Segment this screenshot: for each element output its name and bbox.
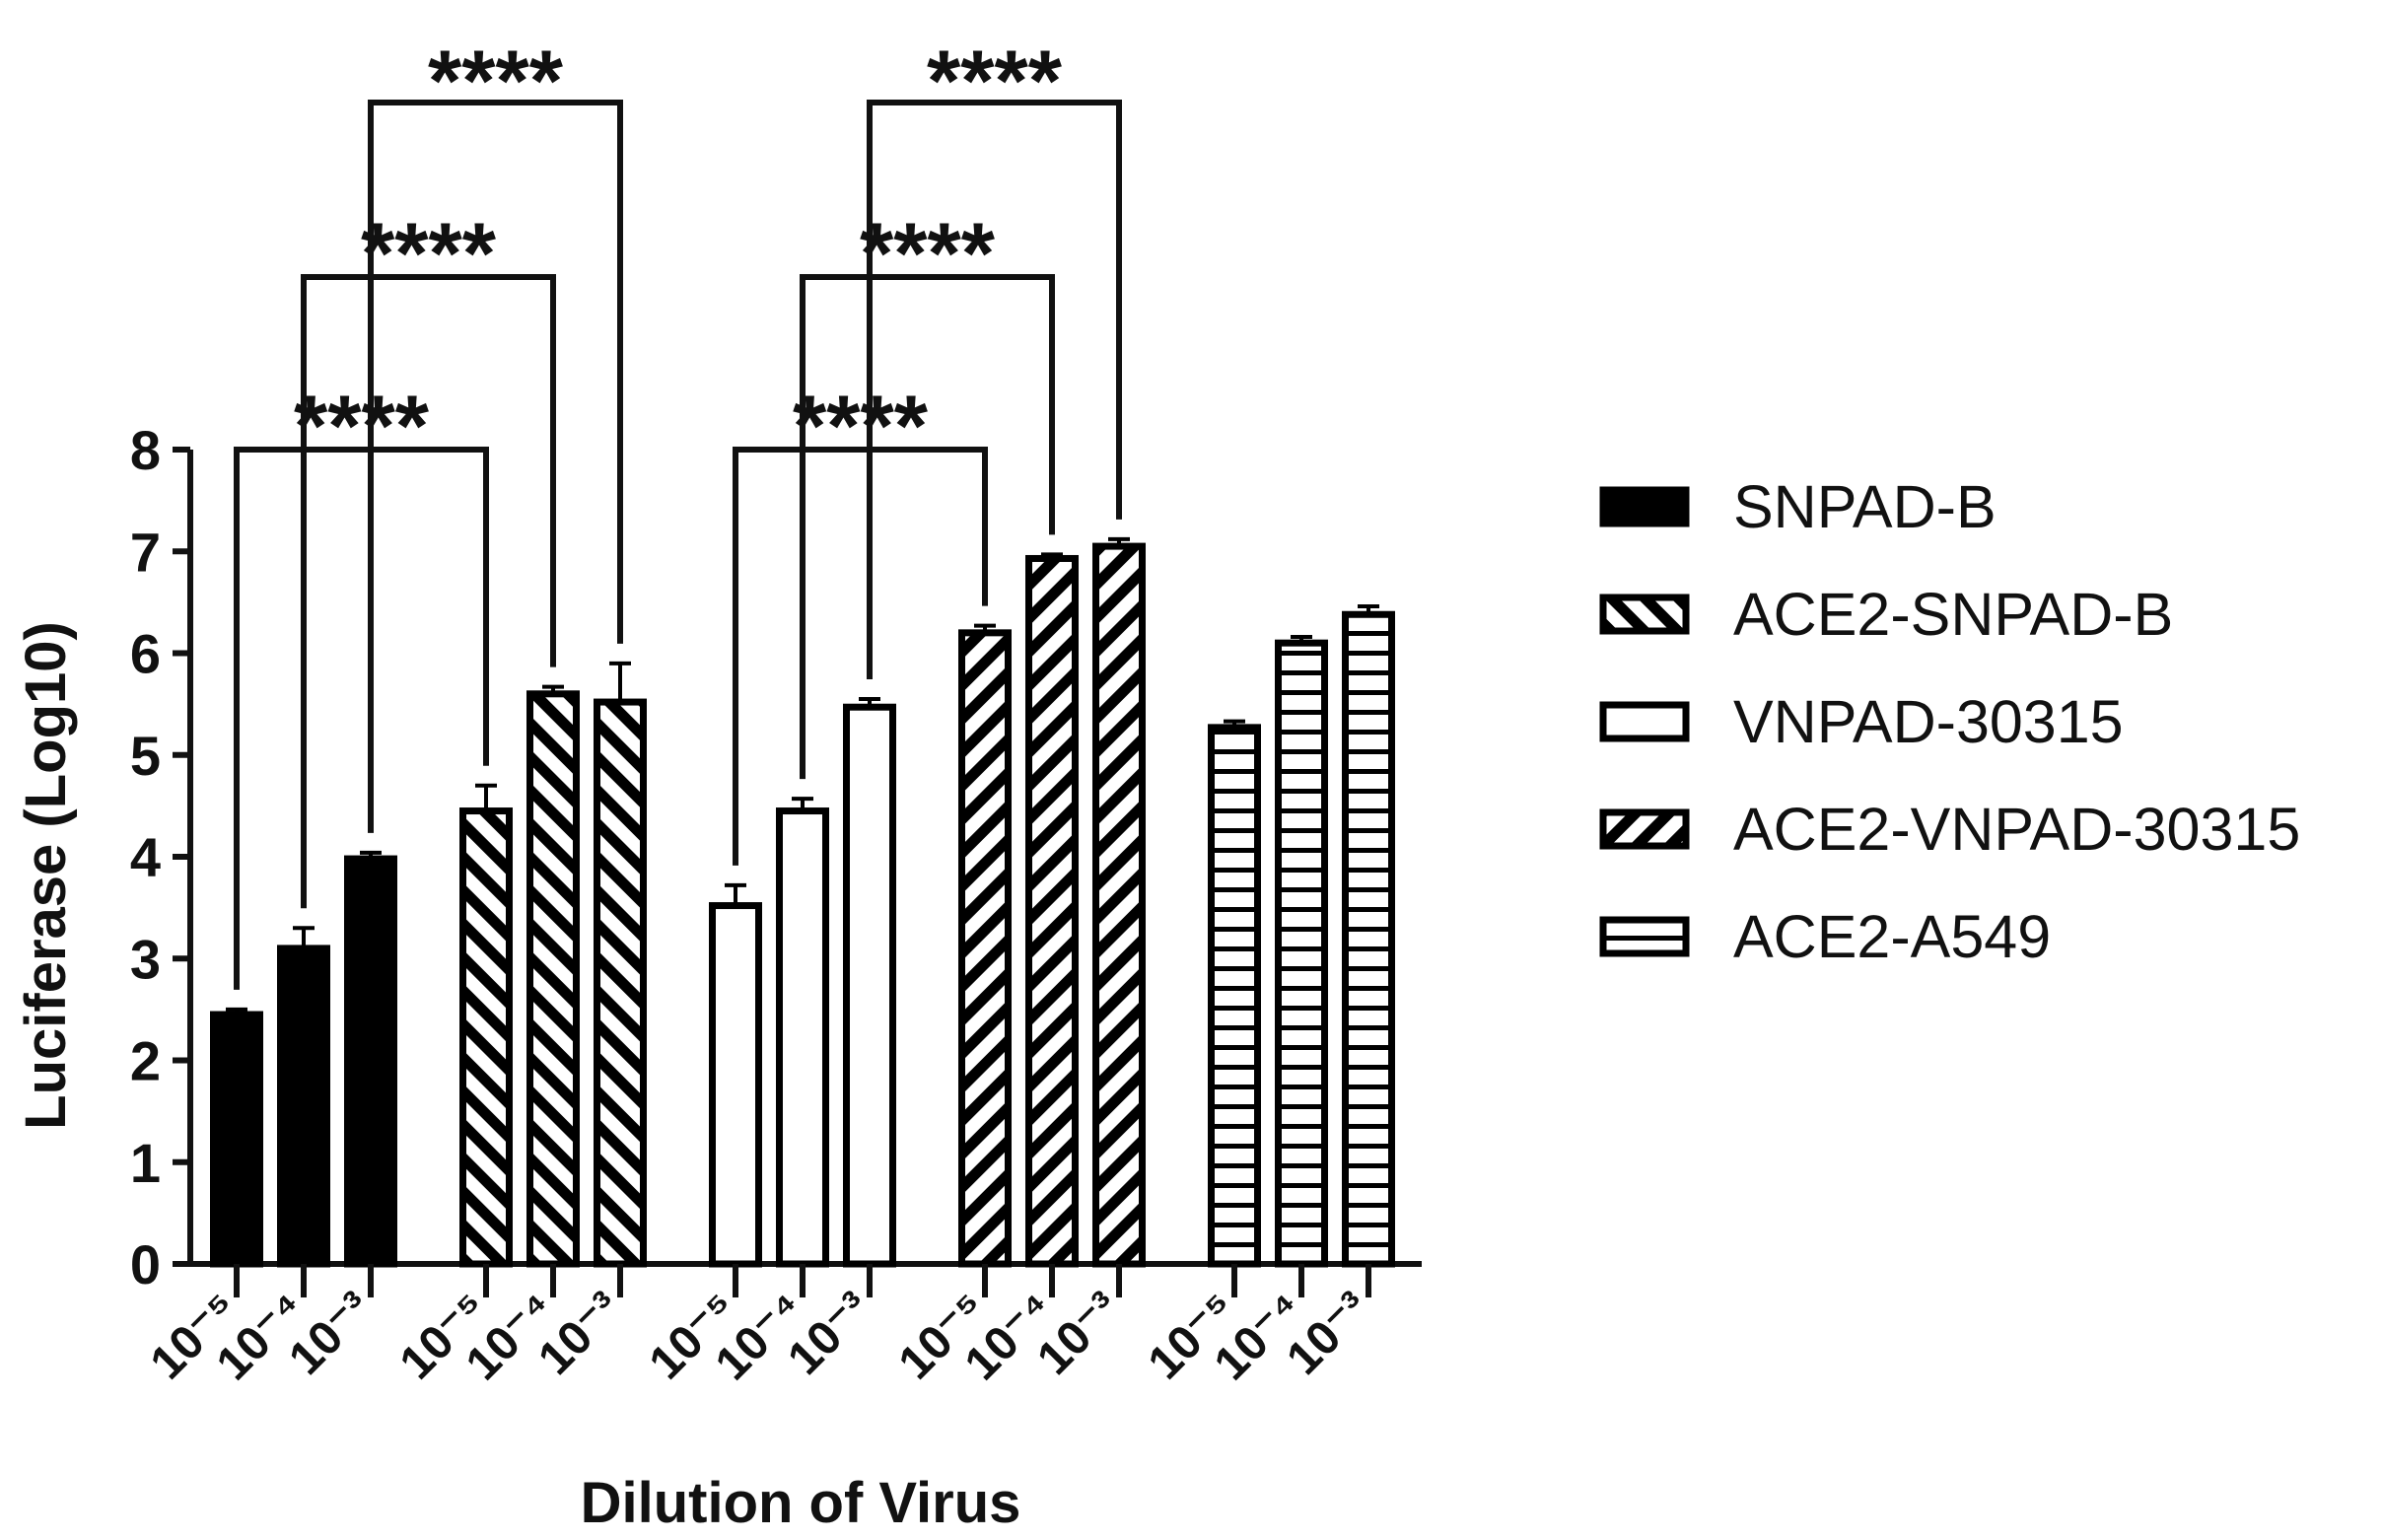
bar [958,629,1012,1268]
x-axis-label: Dilution of Virus [581,1471,1021,1535]
y-tick-label: 3 [130,928,161,990]
bar [1092,542,1146,1268]
legend-label: ACE2-SNPAD-B [1733,581,2174,648]
legend-item: ACE2-SNPAD-B [1597,579,2376,686]
bar [709,902,762,1268]
y-tick-label: 2 [130,1030,161,1092]
significance-label: **** [927,32,1063,129]
x-tick-label: 10⁻³ [279,1282,382,1384]
y-tick-label: 6 [130,623,161,685]
significance-label: **** [860,204,996,302]
x-tick-label: 10⁻³ [1027,1282,1130,1384]
plot-x-tick-labels: 10⁻⁵10⁻⁴10⁻³ 10⁻⁵10⁻⁴10⁻³ 10⁻⁵10⁻⁴10⁻³ 10⁻⁵… [141,1264,1380,1390]
bar [1275,639,1328,1268]
significance-label: **** [294,377,430,474]
significance-label: **** [361,204,497,302]
legend: SNPAD-B ACE2-SNPAD-B VNPAD-30315 ACE2-VN… [1597,471,2376,1009]
legend-label: ACE2-VNPAD-30315 [1733,796,2301,863]
significance-bracket [301,274,556,909]
plot-bars [210,536,1395,1268]
x-tick-label: 10⁻³ [528,1282,631,1384]
significance-label: **** [428,32,564,129]
legend-swatch [1599,594,1690,635]
bar [210,1011,263,1268]
bar [1025,554,1079,1268]
plot-significance: **** **** **** **** **** **** [234,32,1122,990]
bar [843,703,896,1268]
significance-bracket [234,447,489,990]
bar [459,807,513,1268]
legend-item: ACE2-A549 [1597,901,2376,1009]
legend-item: VNPAD-30315 [1597,686,2376,794]
y-tick-label: 0 [130,1233,161,1295]
significance-bracket [368,100,623,833]
y-tick-label: 5 [130,725,161,787]
x-tick-label: 10⁻³ [1277,1282,1379,1384]
x-tick-label: 10⁻³ [778,1282,880,1384]
y-axis-label: Luciferase (Log10) [14,621,78,1130]
legend-label: SNPAD-B [1733,473,1997,540]
significance-bracket [867,100,1122,679]
y-tick-label: 7 [130,521,161,583]
legend-label: ACE2-A549 [1733,903,2052,970]
bar [277,945,330,1268]
y-tick-label: 4 [130,826,161,888]
y-tick-label: 1 [130,1132,161,1194]
bar [526,690,580,1268]
bar [1208,724,1261,1268]
bar [344,855,397,1268]
legend-swatch [1599,701,1690,742]
legend-swatch [1599,486,1690,527]
bar [594,698,647,1268]
significance-bracket [800,274,1055,780]
legend-swatch [1599,808,1690,850]
legend-item: SNPAD-B [1597,471,2376,579]
legend-swatch [1599,916,1690,957]
y-tick-label: 8 [130,419,161,481]
significance-bracket [733,447,988,866]
legend-label: VNPAD-30315 [1733,688,2124,755]
significance-label: **** [793,377,929,474]
bar [1342,610,1395,1268]
legend-item: ACE2-VNPAD-30315 [1597,794,2376,901]
bar [776,807,829,1268]
